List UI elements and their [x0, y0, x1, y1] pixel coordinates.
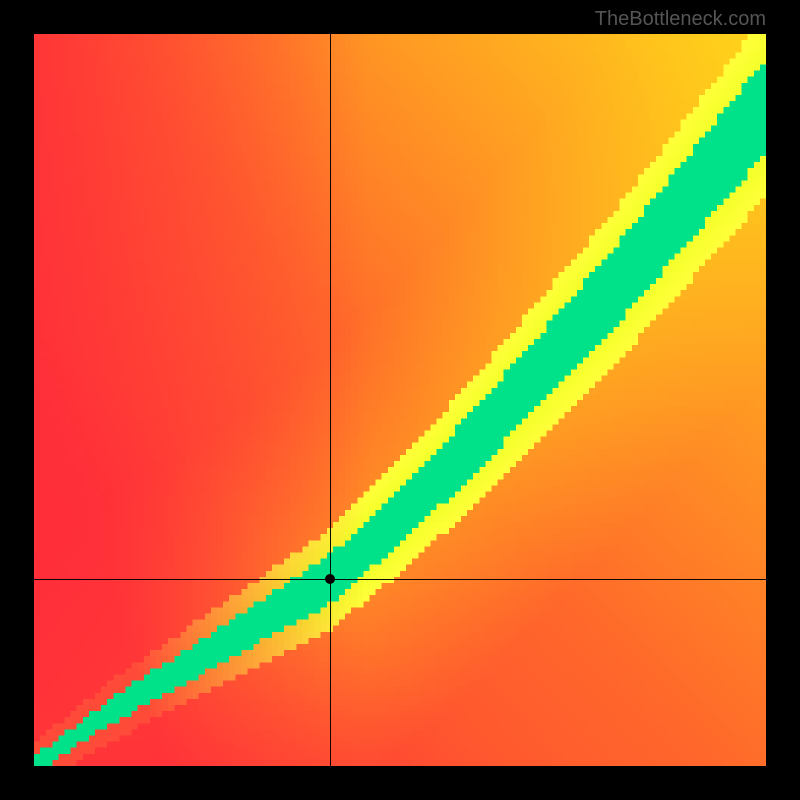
- crosshair-vertical: [330, 34, 331, 766]
- chart-container: TheBottleneck.com: [0, 0, 800, 800]
- crosshair-horizontal: [34, 579, 766, 580]
- heatmap-frame: [34, 34, 766, 766]
- marker-dot: [325, 574, 335, 584]
- heatmap-canvas: [34, 34, 766, 766]
- watermark-text: TheBottleneck.com: [595, 8, 766, 31]
